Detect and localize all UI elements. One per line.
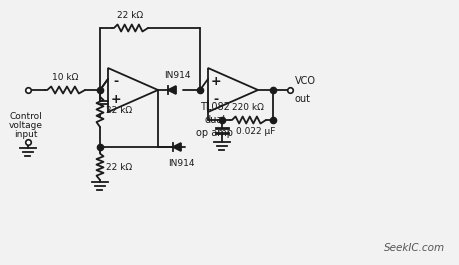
Text: 22 kΩ: 22 kΩ (106, 105, 132, 114)
Text: voltage: voltage (9, 121, 43, 130)
Text: 10 kΩ: 10 kΩ (52, 73, 78, 82)
Text: 22 kΩ: 22 kΩ (106, 162, 132, 171)
Text: SeekIC.com: SeekIC.com (383, 243, 444, 253)
Text: out: out (294, 94, 310, 104)
Text: +: + (111, 92, 121, 105)
Text: -: - (213, 92, 218, 105)
Text: IN914: IN914 (164, 71, 190, 80)
Text: 22 kΩ: 22 kΩ (117, 11, 143, 20)
Text: Control: Control (10, 112, 42, 121)
Text: 220 kΩ: 220 kΩ (231, 103, 263, 112)
Polygon shape (168, 86, 176, 94)
Text: TL082
dual
op amp: TL082 dual op amp (196, 102, 233, 138)
Text: input: input (14, 130, 38, 139)
Text: +: + (210, 74, 221, 87)
Text: IN914: IN914 (168, 159, 194, 168)
Text: 0.022 μF: 0.022 μF (235, 126, 275, 135)
Text: VCO: VCO (294, 76, 315, 86)
Text: -: - (113, 74, 118, 87)
Polygon shape (173, 143, 180, 151)
